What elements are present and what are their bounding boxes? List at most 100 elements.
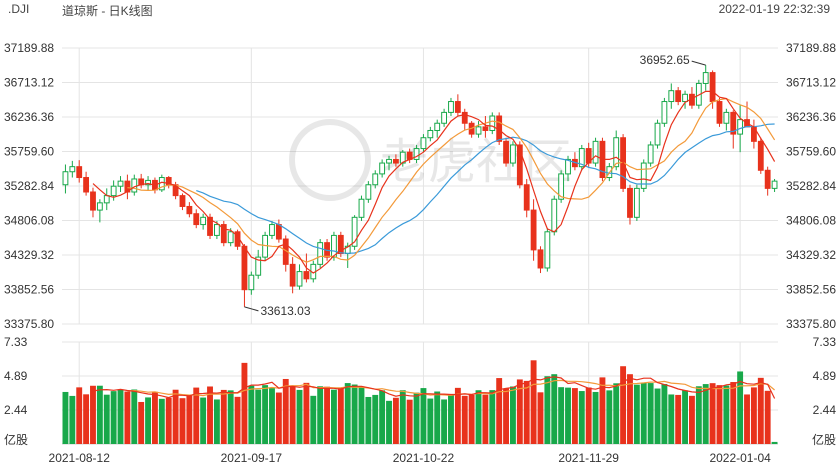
volume-bar[interactable] bbox=[317, 386, 324, 444]
candle-body[interactable] bbox=[420, 137, 427, 150]
candle-body[interactable] bbox=[613, 137, 620, 168]
volume-bar[interactable] bbox=[392, 397, 399, 444]
volume-bar[interactable] bbox=[764, 390, 771, 444]
volume-bar[interactable] bbox=[551, 374, 558, 444]
volume-bar[interactable] bbox=[427, 398, 434, 444]
volume-bar[interactable] bbox=[262, 385, 269, 444]
candle-body[interactable] bbox=[331, 234, 337, 258]
candle-body[interactable] bbox=[558, 173, 565, 200]
candle-body[interactable] bbox=[76, 166, 83, 179]
volume-bar[interactable] bbox=[234, 396, 241, 444]
candle-body[interactable] bbox=[661, 101, 668, 124]
volume-bar[interactable] bbox=[296, 389, 303, 444]
candle-body[interactable] bbox=[337, 234, 344, 255]
candle-body[interactable] bbox=[737, 119, 744, 135]
candle-body[interactable] bbox=[530, 209, 537, 251]
volume-bar[interactable] bbox=[386, 400, 392, 444]
volume-bar[interactable] bbox=[124, 391, 131, 444]
candle-body[interactable] bbox=[427, 129, 434, 139]
volume-bar[interactable] bbox=[702, 384, 709, 444]
candle-body[interactable] bbox=[365, 184, 372, 200]
volume-bar[interactable] bbox=[255, 389, 262, 444]
volume-bar[interactable] bbox=[399, 390, 406, 444]
volume-bar[interactable] bbox=[420, 388, 427, 444]
candle-body[interactable] bbox=[90, 191, 96, 211]
volume-bar[interactable] bbox=[599, 377, 606, 444]
volume-bar[interactable] bbox=[461, 395, 468, 444]
candle-body[interactable] bbox=[675, 90, 682, 103]
volume-bar[interactable] bbox=[103, 394, 110, 444]
volume-bar[interactable] bbox=[613, 383, 620, 444]
candle-body[interactable] bbox=[220, 224, 227, 244]
volume-bar[interactable] bbox=[165, 397, 172, 444]
volume-bar[interactable] bbox=[69, 395, 76, 444]
volume-bar[interactable] bbox=[750, 387, 757, 444]
volume-bar[interactable] bbox=[434, 391, 441, 444]
volume-bar[interactable] bbox=[516, 379, 523, 444]
volume-bar[interactable] bbox=[138, 401, 145, 444]
volume-bar[interactable] bbox=[145, 397, 151, 444]
volume-bar[interactable] bbox=[220, 389, 227, 444]
volume-bar[interactable] bbox=[227, 390, 234, 444]
candle-body[interactable] bbox=[193, 213, 200, 226]
candle-body[interactable] bbox=[682, 93, 688, 103]
volume-bar[interactable] bbox=[647, 383, 654, 444]
candle-body[interactable] bbox=[179, 195, 186, 207]
volume-bar[interactable] bbox=[117, 389, 124, 444]
candle-body[interactable] bbox=[255, 256, 262, 276]
candle-body[interactable] bbox=[544, 231, 551, 269]
volume-bar[interactable] bbox=[158, 398, 165, 444]
candle-body[interactable] bbox=[69, 166, 76, 173]
candle-body[interactable] bbox=[83, 177, 90, 193]
volume-bar[interactable] bbox=[744, 394, 750, 444]
volume-bar[interactable] bbox=[682, 390, 688, 444]
volume-bar[interactable] bbox=[303, 382, 310, 444]
candle-body[interactable] bbox=[207, 216, 213, 236]
candle-body[interactable] bbox=[448, 101, 454, 113]
volume-bar[interactable] bbox=[454, 387, 461, 444]
volume-bar[interactable] bbox=[565, 387, 571, 444]
volume-bar[interactable] bbox=[200, 397, 207, 444]
volume-bar[interactable] bbox=[730, 382, 737, 444]
candle-body[interactable] bbox=[296, 271, 303, 287]
volume-bar[interactable] bbox=[379, 390, 386, 444]
candle-body[interactable] bbox=[516, 144, 523, 186]
candle-body[interactable] bbox=[145, 179, 151, 186]
candle-body[interactable] bbox=[523, 184, 530, 211]
volume-bar[interactable] bbox=[441, 399, 448, 444]
candle-body[interactable] bbox=[709, 72, 716, 103]
candle-body[interactable] bbox=[461, 111, 468, 124]
candle-body[interactable] bbox=[668, 90, 675, 103]
candle-body[interactable] bbox=[475, 126, 482, 135]
candle-body[interactable] bbox=[351, 216, 358, 247]
candle-body[interactable] bbox=[303, 271, 310, 280]
volume-bar[interactable] bbox=[668, 394, 675, 444]
candle-body[interactable] bbox=[248, 274, 255, 291]
candle-body[interactable] bbox=[565, 158, 571, 175]
volume-bar[interactable] bbox=[241, 362, 248, 444]
candle-body[interactable] bbox=[96, 202, 103, 211]
candle-body[interactable] bbox=[200, 216, 207, 226]
candle-body[interactable] bbox=[241, 245, 248, 291]
volume-bar[interactable] bbox=[324, 386, 330, 444]
candle-body[interactable] bbox=[269, 224, 275, 236]
volume-bar[interactable] bbox=[213, 399, 220, 444]
candle-body[interactable] bbox=[317, 242, 324, 265]
volume-bar[interactable] bbox=[723, 385, 730, 444]
volume-bar[interactable] bbox=[675, 394, 682, 444]
candle-body[interactable] bbox=[510, 144, 516, 164]
volume-bar[interactable] bbox=[90, 385, 96, 444]
candle-body[interactable] bbox=[386, 158, 392, 164]
volume-bar[interactable] bbox=[358, 386, 365, 444]
volume-bar[interactable] bbox=[695, 386, 702, 444]
candle-body[interactable] bbox=[379, 162, 386, 175]
candle-body[interactable] bbox=[62, 171, 69, 186]
candle-body[interactable] bbox=[489, 115, 496, 131]
volume-bar[interactable] bbox=[96, 385, 103, 444]
volume-bar[interactable] bbox=[193, 387, 200, 444]
volume-bar[interactable] bbox=[654, 388, 661, 444]
volume-bar[interactable] bbox=[578, 391, 585, 444]
volume-bar[interactable] bbox=[709, 383, 716, 444]
candle-body[interactable] bbox=[757, 140, 764, 171]
